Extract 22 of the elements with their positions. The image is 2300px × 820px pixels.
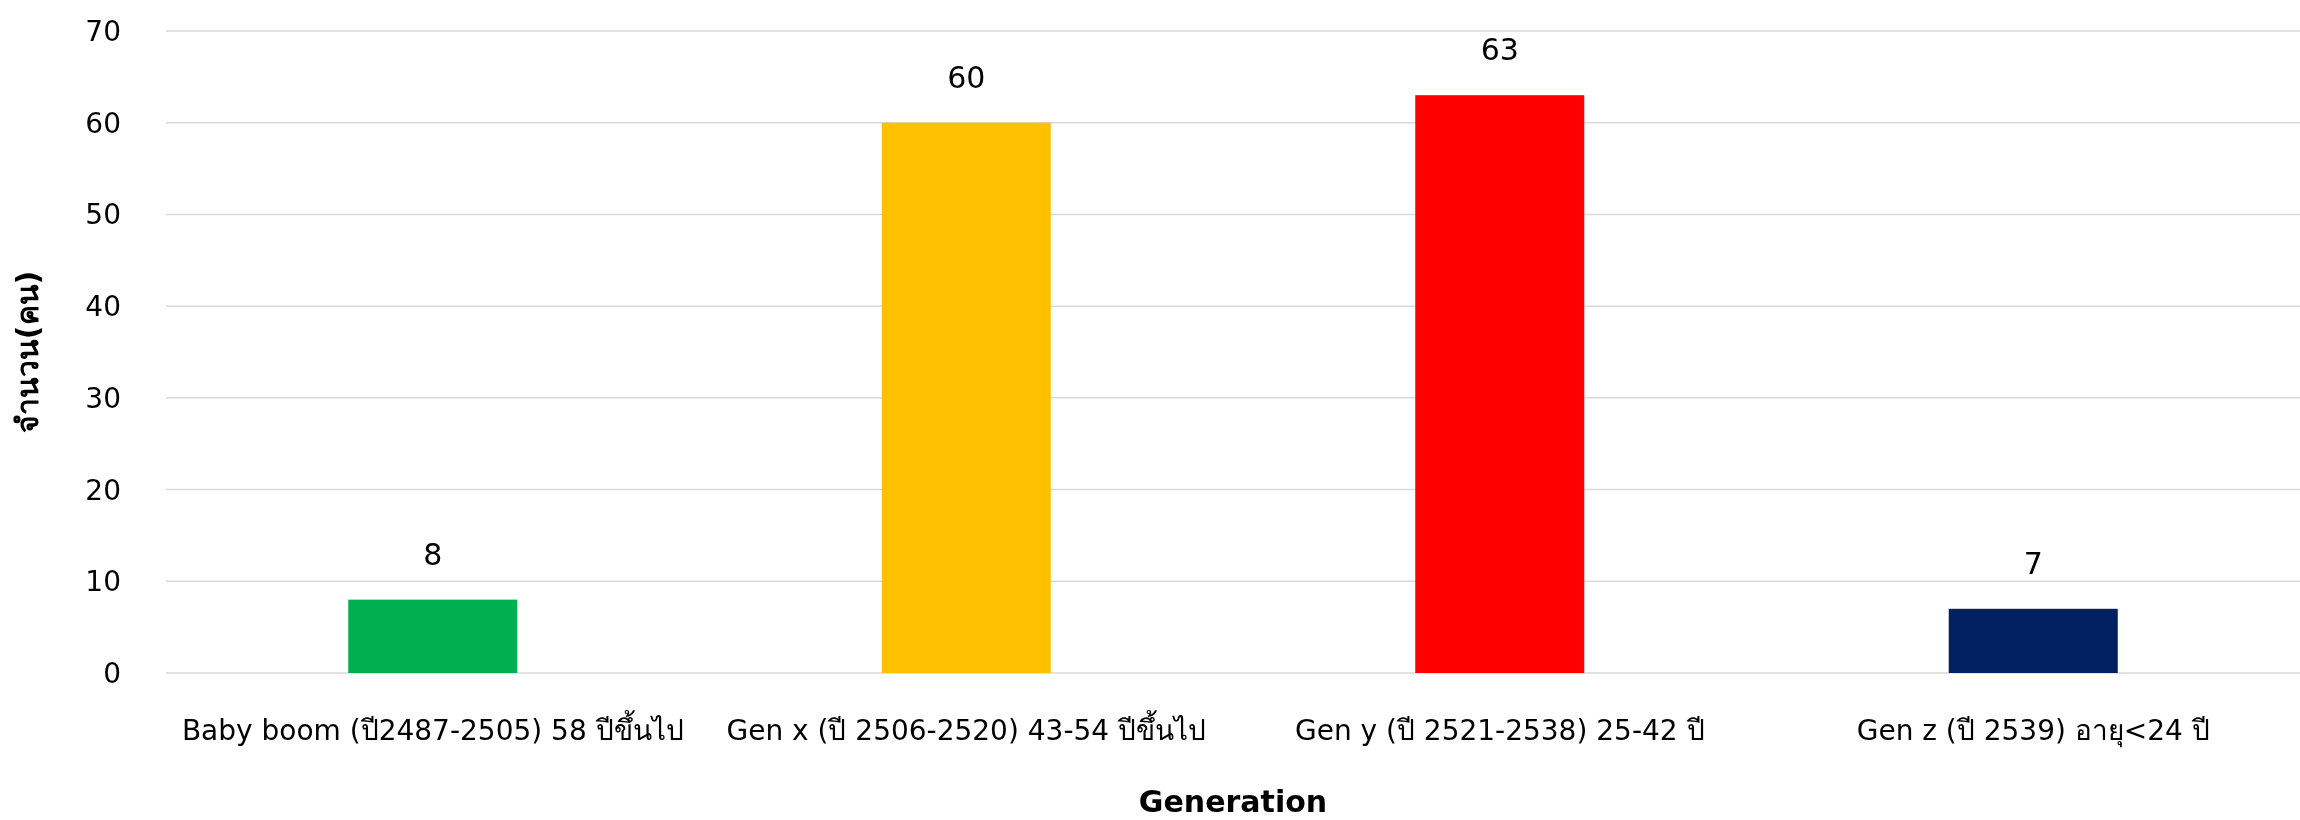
bar xyxy=(1948,608,2118,673)
x-tick-label: Gen z (ปี 2539) อายุ<24 ปี xyxy=(1856,714,2210,748)
y-tick-label: 20 xyxy=(85,473,121,507)
y-tick-label: 40 xyxy=(85,290,121,324)
y-tick-label: 0 xyxy=(103,657,121,690)
bar xyxy=(881,122,1051,673)
x-tick-label: Gen y (ปี 2521-2538) 25-42 ปี xyxy=(1294,714,1705,747)
y-tick-label: 10 xyxy=(85,565,121,599)
x-tick-label: Baby boom (ปี2487-2505) 58 ปีขึ้นไป xyxy=(181,710,684,747)
x-axis-title: Generation xyxy=(1138,784,1328,819)
y-tick-label: 30 xyxy=(85,381,121,415)
bar xyxy=(1415,95,1585,673)
y-tick-label: 70 xyxy=(85,15,121,48)
data-label: 8 xyxy=(423,536,443,572)
y-tick-label: 60 xyxy=(85,106,121,140)
x-tick-label: Gen x (ปี 2506-2520) 43-54 ปีขึ้นไป xyxy=(726,710,1207,747)
data-label: 63 xyxy=(1480,32,1519,68)
data-label: 7 xyxy=(2023,545,2043,581)
data-label: 60 xyxy=(947,59,986,95)
y-axis-title: จำนวน(คน) xyxy=(10,270,45,434)
y-tick-label: 50 xyxy=(85,198,121,232)
bar xyxy=(348,599,518,673)
